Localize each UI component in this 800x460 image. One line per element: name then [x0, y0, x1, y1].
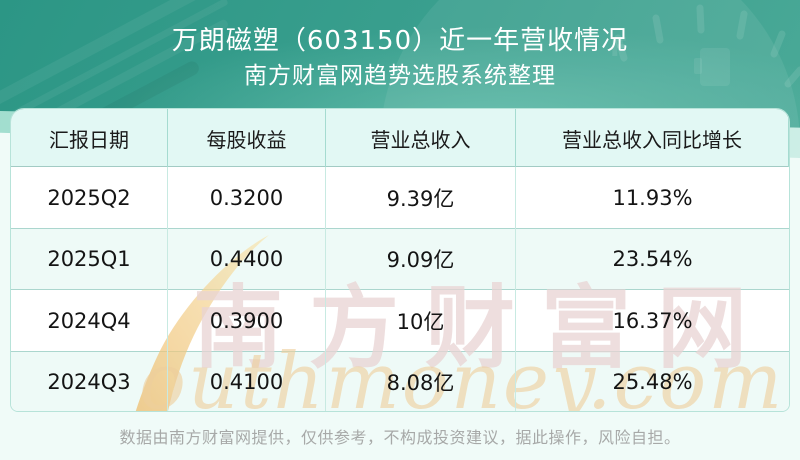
cell-eps: 0.3900 [168, 290, 326, 352]
cell-growth: 25.48% [612, 370, 693, 395]
cell-eps: 0.4100 [168, 351, 326, 411]
page-title: 万朗磁塑（603150）近一年营收情况 [171, 26, 629, 56]
column-header-revenue-yoy-growth: 营业总收入同比增长 [516, 109, 789, 167]
footer-disclaimer: 数据由南方财富网提供，仅供参考，不构成投资建议，据此操作，风险自担。 [119, 428, 681, 447]
page-subtitle: 南方财富网趋势选股系统整理 [244, 63, 556, 89]
column-header-total-revenue: 营业总收入 [326, 109, 516, 167]
cell-revenue: 9.09亿 [326, 228, 516, 290]
cell-revenue: 8.08亿 [326, 351, 516, 411]
svg-text:F: F [610, 33, 628, 63]
table-grid: 汇报日期 每股收益 营业总收入 营业总收入同比增长 2025Q2 0.3200 … [11, 109, 789, 411]
revenue-table: 南方财富网 outhmoney.com 汇报日期 每股收益 营业总收入 营业总收… [10, 108, 790, 412]
cell-period: 2025Q2 [11, 167, 168, 229]
cell-period: 2024Q4 [11, 290, 168, 352]
cell-growth: 23.54% [612, 247, 693, 272]
cell-eps: 0.4400 [168, 228, 326, 290]
hero-banner: F [0, 0, 800, 128]
cell-period: 2024Q3 [11, 351, 168, 411]
column-header-report-date: 汇报日期 [11, 109, 168, 167]
cell-growth: 16.37% [612, 308, 693, 333]
cell-revenue: 10亿 [326, 290, 516, 352]
column-header-eps: 每股收益 [168, 109, 326, 167]
cell-eps: 0.3200 [168, 167, 326, 229]
title-block: 万朗磁塑（603150）近一年营收情况 南方财富网趋势选股系统整理 [0, 22, 800, 93]
cell-growth: 11.93% [612, 185, 693, 210]
cell-period: 2025Q1 [11, 228, 168, 290]
cell-revenue: 9.39亿 [326, 167, 516, 229]
